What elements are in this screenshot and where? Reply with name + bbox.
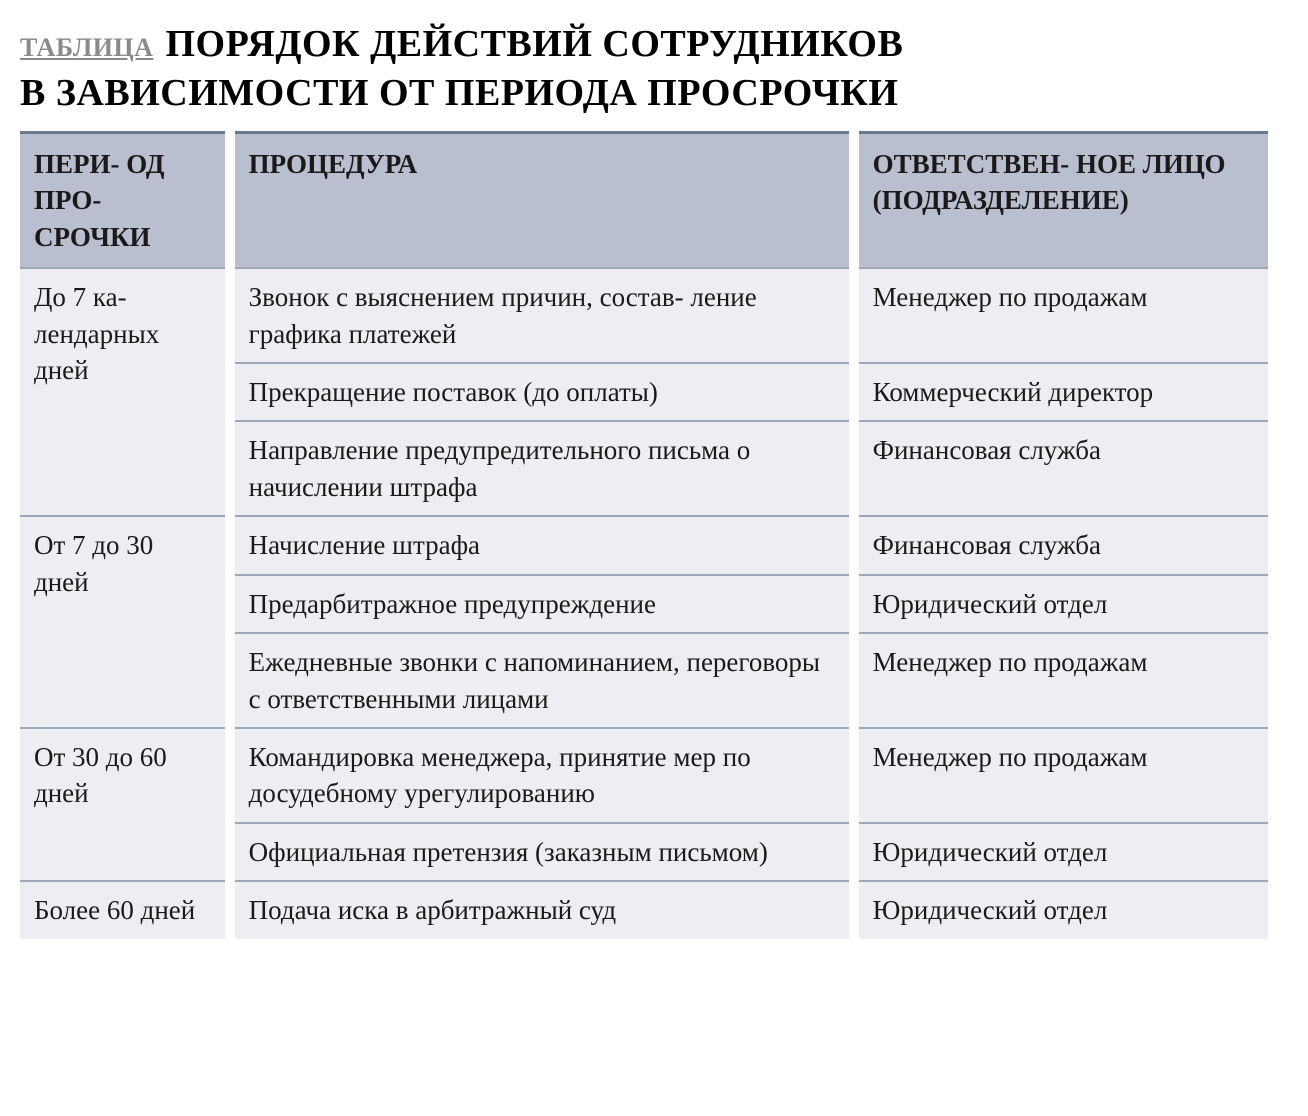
main-title-line2: В ЗАВИСИМОСТИ ОТ ПЕРИОДА ПРОСРОЧКИ (20, 69, 1288, 118)
responsible-cell: Финансовая служба (859, 420, 1268, 515)
responsible-cell: Менеджер по продажам (859, 727, 1268, 822)
title-block: ТАБЛИЦА ПОРЯДОК ДЕЙСТВИЙ СОТРУДНИКОВ В З… (20, 20, 1288, 119)
procedure-cell: Предарбитражное предупреждение (235, 574, 849, 632)
table-header-row: ПЕРИ- ОД ПРО- СРОЧКИ ПРОЦЕДУРА ОТВЕТСТВЕ… (20, 131, 1268, 267)
col-header-responsible: ОТВЕТСТВЕН- НОЕ ЛИЦО (ПОДРАЗДЕЛЕНИЕ) (859, 131, 1268, 267)
responsible-cell: Юридический отдел (859, 880, 1268, 938)
period-cell: До 7 ка- лендарных дней (20, 267, 225, 515)
table-row: От 7 до 30 днейНачисление штрафаФинансов… (20, 515, 1268, 573)
period-cell: От 30 до 60 дней (20, 727, 225, 880)
table-row: Более 60 днейПодача иска в арбитражный с… (20, 880, 1268, 938)
table-label: ТАБЛИЦА (20, 33, 153, 62)
responsible-cell: Юридический отдел (859, 822, 1268, 880)
procedures-table: ПЕРИ- ОД ПРО- СРОЧКИ ПРОЦЕДУРА ОТВЕТСТВЕ… (10, 131, 1278, 939)
period-cell: От 7 до 30 дней (20, 515, 225, 727)
col-header-period: ПЕРИ- ОД ПРО- СРОЧКИ (20, 131, 225, 267)
table-row: От 30 до 60 днейКомандировка менеджера, … (20, 727, 1268, 822)
responsible-cell: Юридический отдел (859, 574, 1268, 632)
period-cell: Более 60 дней (20, 880, 225, 938)
procedure-cell: Официальная претензия (заказным письмом) (235, 822, 849, 880)
procedure-cell: Звонок с выяснением причин, состав- лени… (235, 267, 849, 362)
procedure-cell: Подача иска в арбитражный суд (235, 880, 849, 938)
responsible-cell: Коммерческий директор (859, 362, 1268, 420)
responsible-cell: Менеджер по продажам (859, 632, 1268, 727)
col-header-procedure: ПРОЦЕДУРА (235, 131, 849, 267)
responsible-cell: Менеджер по продажам (859, 267, 1268, 362)
responsible-cell: Финансовая служба (859, 515, 1268, 573)
procedure-cell: Направление предупредительного письма о … (235, 420, 849, 515)
main-title-line1: ПОРЯДОК ДЕЙСТВИЙ СОТРУДНИКОВ (165, 23, 903, 65)
procedure-cell: Прекращение поставок (до оплаты) (235, 362, 849, 420)
procedure-cell: Начисление штрафа (235, 515, 849, 573)
table-body: До 7 ка- лендарных днейЗвонок с выяснени… (20, 267, 1268, 939)
procedure-cell: Ежедневные звонки с напоминанием, перего… (235, 632, 849, 727)
procedure-cell: Командировка менеджера, принятие мер по … (235, 727, 849, 822)
table-row: До 7 ка- лендарных днейЗвонок с выяснени… (20, 267, 1268, 362)
